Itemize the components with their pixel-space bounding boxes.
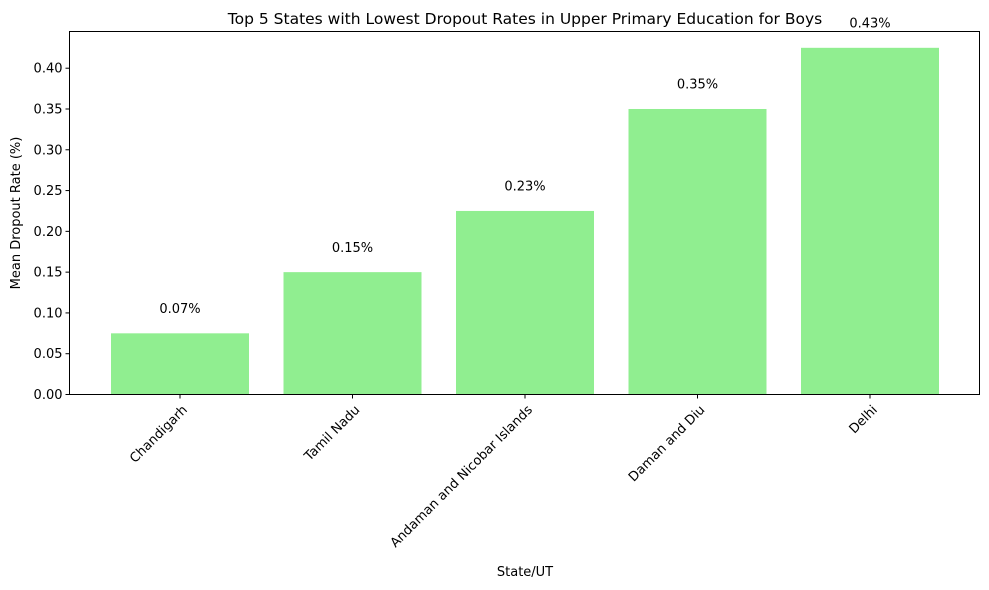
x-tick-label: Delhi xyxy=(847,403,881,437)
y-axis-label: Mean Dropout Rate (%) xyxy=(9,137,24,290)
data-label: 0.35% xyxy=(677,78,718,93)
bar xyxy=(283,272,422,395)
data-labels-group: 0.07% 0.15% 0.23% 0.35% 0.43% xyxy=(159,17,890,318)
x-axis: Chandigarh Tamil Nadu Andaman and Nicobar … xyxy=(127,394,881,551)
bars-group xyxy=(111,47,939,395)
bar xyxy=(456,210,594,395)
y-tick-label: 0.10 xyxy=(34,306,63,321)
plot-frame xyxy=(69,31,980,395)
y-tick-label: 0.30 xyxy=(34,143,63,158)
bar xyxy=(801,47,939,395)
y-axis: 0.00 0.05 0.10 0.15 0.20 0.25 0.30 0.35 0.40 xyxy=(34,62,70,403)
bar xyxy=(628,108,767,395)
chart-title: Top 5 States with Lowest Dropout Rates i… xyxy=(227,10,822,28)
x-tick-label: Tamil Nadu xyxy=(301,403,363,465)
data-label: 0.23% xyxy=(504,180,545,195)
bar xyxy=(111,333,249,395)
x-tick-label: Daman and Diu xyxy=(626,403,708,485)
y-tick-label: 0.40 xyxy=(34,62,63,77)
data-label: 0.15% xyxy=(332,241,373,256)
y-tick-label: 0.05 xyxy=(34,347,63,362)
y-tick-label: 0.35 xyxy=(34,102,63,117)
data-label: 0.43% xyxy=(849,17,890,32)
x-tick-label: Chandigarh xyxy=(127,403,191,467)
y-tick-label: 0.00 xyxy=(34,388,63,403)
y-tick-label: 0.20 xyxy=(34,225,63,240)
y-tick-label: 0.15 xyxy=(34,266,63,281)
data-label: 0.07% xyxy=(159,302,200,317)
x-tick-label: Andaman and Nicobar Islands xyxy=(388,403,536,551)
y-tick-label: 0.25 xyxy=(34,184,63,199)
x-axis-label: State/UT xyxy=(497,565,553,580)
